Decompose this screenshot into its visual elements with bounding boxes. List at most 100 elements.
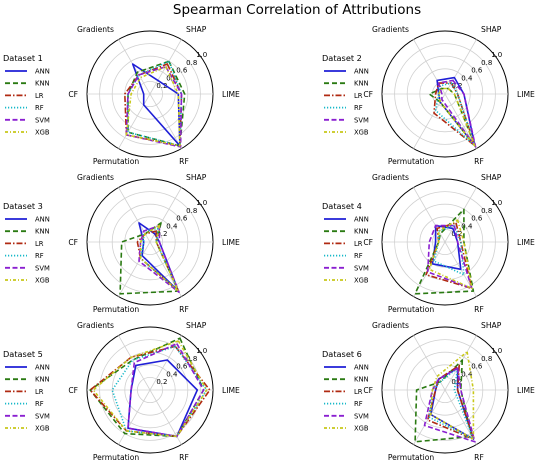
- series-line-lr: [425, 222, 473, 290]
- legend-entry: ANN: [354, 216, 369, 224]
- legend-entry: ANN: [35, 68, 50, 76]
- radial-tick-label: 1.0: [196, 199, 207, 207]
- axis-label: RF: [179, 453, 189, 462]
- series-line-svm: [127, 342, 205, 438]
- legend-entry: KNN: [354, 376, 369, 384]
- series-line-lr: [426, 364, 475, 440]
- axis-label: Gradients: [372, 321, 409, 330]
- axis-label: SHAP: [481, 173, 502, 182]
- axis-label: LIME: [222, 90, 240, 99]
- axis-label: CF: [363, 386, 373, 395]
- axis-label: Permutation: [93, 157, 140, 166]
- series-line-rf: [428, 367, 475, 440]
- series-line-ann: [127, 359, 199, 438]
- axis-label: LIME: [517, 90, 535, 99]
- axis-label: SHAP: [186, 321, 207, 330]
- series-line-xgb: [139, 224, 180, 292]
- radial-tick-label: 1.0: [491, 347, 502, 355]
- radial-tick-label: 0.6: [176, 215, 188, 223]
- axis-label: Permutation: [388, 453, 435, 462]
- axis-label: Gradients: [77, 173, 114, 182]
- grid-spoke: [118, 187, 151, 243]
- radial-tick-label: 0.4: [461, 74, 473, 82]
- dataset-title: Dataset 1: [3, 53, 43, 63]
- grid-spoke: [149, 335, 182, 391]
- legend-entry: LR: [35, 240, 44, 248]
- axis-label: Gradients: [372, 25, 409, 34]
- radial-tick-label: 0.8: [186, 207, 197, 215]
- axis-label: CF: [68, 90, 78, 99]
- axis-label: CF: [363, 238, 373, 247]
- grid-spoke: [149, 389, 182, 445]
- legend-entry: LR: [354, 92, 363, 100]
- axis-label: Permutation: [93, 305, 140, 314]
- axis-label: CF: [68, 386, 78, 395]
- legend-entry: RF: [35, 104, 44, 112]
- radial-tick-label: 0.4: [166, 222, 178, 230]
- dataset-title: Dataset 5: [3, 349, 43, 359]
- radial-tick-label: 0.4: [461, 370, 473, 378]
- legend-entry: XGB: [354, 425, 369, 433]
- legend-entry: LR: [354, 240, 363, 248]
- series-line-xgb: [125, 65, 181, 147]
- radial-tick-label: 0.8: [481, 59, 492, 67]
- axis-label: CF: [68, 238, 78, 247]
- grid-spoke: [149, 187, 182, 243]
- radial-tick-label: 0.8: [481, 207, 492, 215]
- legend-entry: SVM: [354, 264, 369, 272]
- legend-entry: RF: [354, 104, 363, 112]
- axis-label: SHAP: [186, 25, 207, 34]
- radial-tick-label: 1.0: [196, 51, 207, 59]
- series-line-svm: [437, 79, 477, 148]
- radial-tick-label: 1.0: [196, 347, 207, 355]
- legend-entry: KNN: [35, 376, 50, 384]
- radial-tick-label: 0.8: [186, 59, 197, 67]
- legend-entry: SVM: [35, 412, 50, 420]
- axis-label: SHAP: [481, 25, 502, 34]
- series-line-knn: [127, 60, 186, 147]
- radar-panel-2: 0.20.40.60.81.0 SHAP LIME RF Permutation CF Gr…: [322, 25, 535, 166]
- grid-spoke: [118, 241, 151, 297]
- series-line-svm: [138, 224, 180, 294]
- radial-tick-label: 1.0: [491, 51, 502, 59]
- radial-tick-label: 0.6: [176, 363, 188, 371]
- axis-label: SHAP: [481, 321, 502, 330]
- radar-panel-3: 0.20.40.60.81.0 SHAP LIME RF Permutation CF Gr…: [3, 173, 240, 314]
- legend-entry: KNN: [35, 228, 50, 236]
- grid-spoke: [149, 93, 182, 149]
- legend-entry: LR: [35, 92, 44, 100]
- legend-entry: RF: [35, 252, 44, 260]
- dataset-title: Dataset 4: [322, 201, 362, 211]
- axis-label: LIME: [517, 386, 535, 395]
- series-line-xgb: [92, 340, 208, 438]
- dataset-title: Dataset 2: [322, 53, 362, 63]
- axis-label: CF: [363, 90, 373, 99]
- dataset-title: Dataset 6: [322, 349, 362, 359]
- legend-entry: ANN: [35, 216, 50, 224]
- radial-tick-label: 0.2: [451, 82, 462, 90]
- axis-label: LIME: [222, 238, 240, 247]
- legend-entry: XGB: [35, 425, 50, 433]
- series-line-svm: [426, 224, 473, 290]
- legend-entry: SVM: [354, 116, 369, 124]
- grid-spoke: [444, 93, 477, 149]
- radial-tick-label: 0.6: [471, 363, 483, 371]
- legend-entry: SVM: [354, 412, 369, 420]
- radial-tick-label: 0.2: [156, 82, 167, 90]
- radar-panel-1: 0.20.40.60.81.0 SHAP LIME RF Permutation CF Gr…: [3, 25, 240, 166]
- legend-entry: XGB: [35, 277, 50, 285]
- axis-label: Gradients: [77, 321, 114, 330]
- grid-spoke: [444, 39, 477, 95]
- legend-entry: ANN: [354, 68, 369, 76]
- grid-spoke: [413, 187, 446, 243]
- radial-tick-label: 0.4: [166, 370, 178, 378]
- grid-spoke: [413, 335, 446, 391]
- dataset-title: Dataset 3: [3, 201, 43, 211]
- radial-tick-label: 0.6: [471, 215, 483, 223]
- legend-entry: KNN: [354, 228, 369, 236]
- legend-entry: LR: [354, 388, 363, 396]
- axis-label: Gradients: [77, 25, 114, 34]
- legend-entry: XGB: [354, 277, 369, 285]
- legend-entry: ANN: [354, 364, 369, 372]
